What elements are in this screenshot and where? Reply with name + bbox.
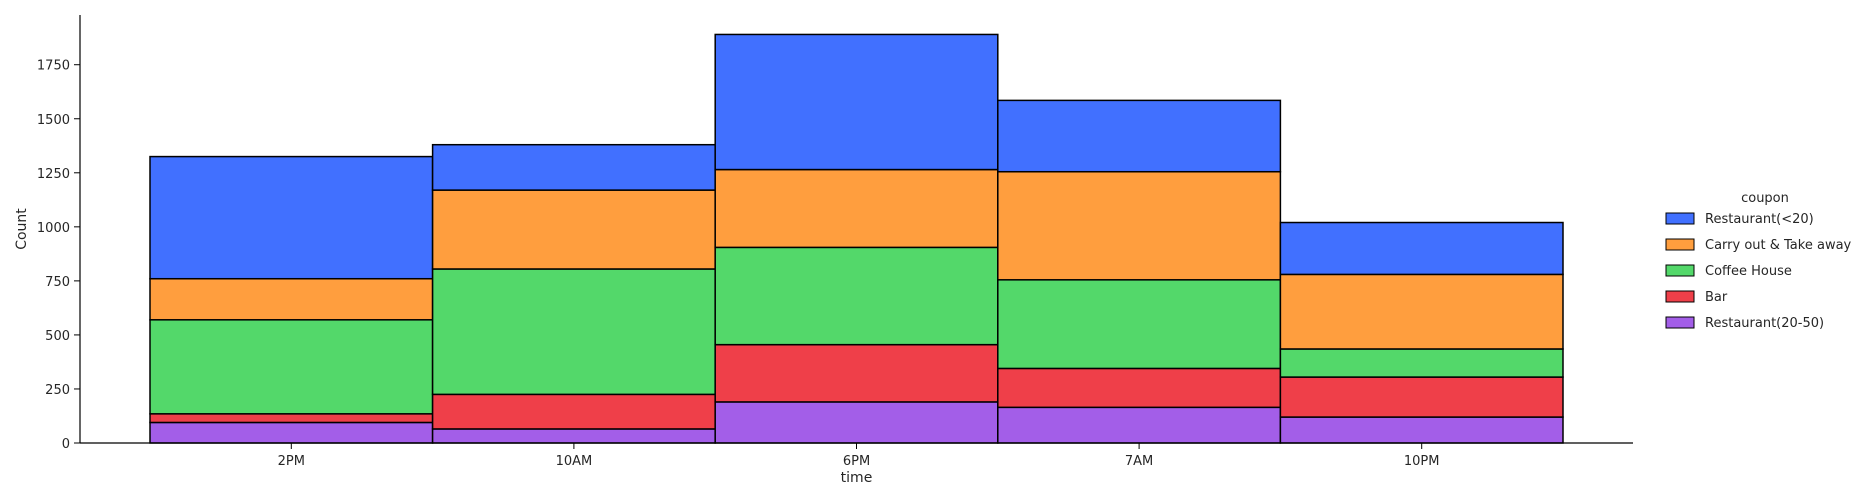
- bar-2PM-Coffee House: [149, 319, 434, 415]
- bars-layer: [149, 33, 1564, 444]
- x-tick-label: 10PM: [1404, 454, 1440, 469]
- legend-swatch: [1665, 264, 1695, 277]
- y-tick-label: 1750: [37, 59, 70, 74]
- bar-7AM-Restaurant(20-50): [997, 406, 1282, 444]
- bar-10PM-Restaurant(<20): [1279, 221, 1564, 276]
- bar-2PM-Bar: [149, 413, 434, 424]
- bar-2PM-Restaurant(20-50): [149, 421, 434, 444]
- bar-7AM-Carry out & Take away: [997, 170, 1282, 281]
- legend-entry-label: Restaurant(20-50): [1705, 316, 1824, 331]
- y-tick-label: 500: [45, 329, 70, 344]
- legend-swatch: [1665, 238, 1695, 251]
- bar-7AM-Coffee House: [997, 279, 1282, 370]
- legend-swatch: [1665, 316, 1695, 329]
- y-tick-label: 750: [45, 275, 70, 290]
- bar-10PM-Bar: [1279, 376, 1564, 418]
- bar-10PM-Coffee House: [1279, 348, 1564, 378]
- y-tick-label: 1250: [37, 167, 70, 182]
- bar-2PM-Restaurant(<20): [149, 155, 434, 280]
- legend-swatch: [1665, 290, 1695, 303]
- bar-6PM-Bar: [714, 343, 999, 403]
- bar-10AM-Bar: [431, 393, 716, 430]
- bar-6PM-Coffee House: [714, 246, 999, 346]
- y-tick-label: 0: [62, 437, 70, 452]
- bar-10AM-Carry out & Take away: [431, 189, 716, 270]
- bar-10PM-Restaurant(20-50): [1279, 416, 1564, 444]
- x-tick-label: 7AM: [1125, 454, 1153, 469]
- legend-entry-label: Coffee House: [1705, 264, 1792, 279]
- bar-6PM-Restaurant(<20): [714, 33, 999, 171]
- legend-entry-label: Restaurant(<20): [1705, 212, 1814, 227]
- bar-6PM-Carry out & Take away: [714, 168, 999, 249]
- y-axis-label: Count: [14, 208, 30, 250]
- x-tick-label: 6PM: [843, 454, 870, 469]
- bar-2PM-Carry out & Take away: [149, 277, 434, 321]
- legend-entry-label: Bar: [1705, 290, 1728, 305]
- bar-10AM-Coffee House: [431, 268, 716, 396]
- y-tick-label: 1000: [37, 221, 70, 236]
- x-tick-label: 10AM: [556, 454, 593, 469]
- y-tick-label: 1500: [37, 113, 70, 128]
- legend-entry-label: Carry out & Take away: [1705, 238, 1852, 253]
- legend-title: coupon: [1741, 191, 1789, 206]
- axes-layer: 0 250 500 750 1000 1250 1500 1750 2PM 10AM 6PM 7AM 1…: [37, 15, 1633, 469]
- bar-10PM-Carry out & Take away: [1279, 273, 1564, 350]
- bar-10AM-Restaurant(20-50): [431, 428, 716, 444]
- legend-swatch: [1665, 212, 1695, 225]
- x-axis-label: time: [841, 470, 873, 486]
- bar-7AM-Bar: [997, 367, 1282, 409]
- bar-6PM-Restaurant(20-50): [714, 401, 999, 444]
- y-tick-label: 250: [45, 383, 70, 398]
- legend: coupon Restaurant(<20) Carry out & Take a…: [1665, 191, 1852, 331]
- bar-10AM-Restaurant(<20): [431, 143, 716, 191]
- x-tick-label: 2PM: [278, 454, 305, 469]
- bar-7AM-Restaurant(<20): [997, 99, 1282, 173]
